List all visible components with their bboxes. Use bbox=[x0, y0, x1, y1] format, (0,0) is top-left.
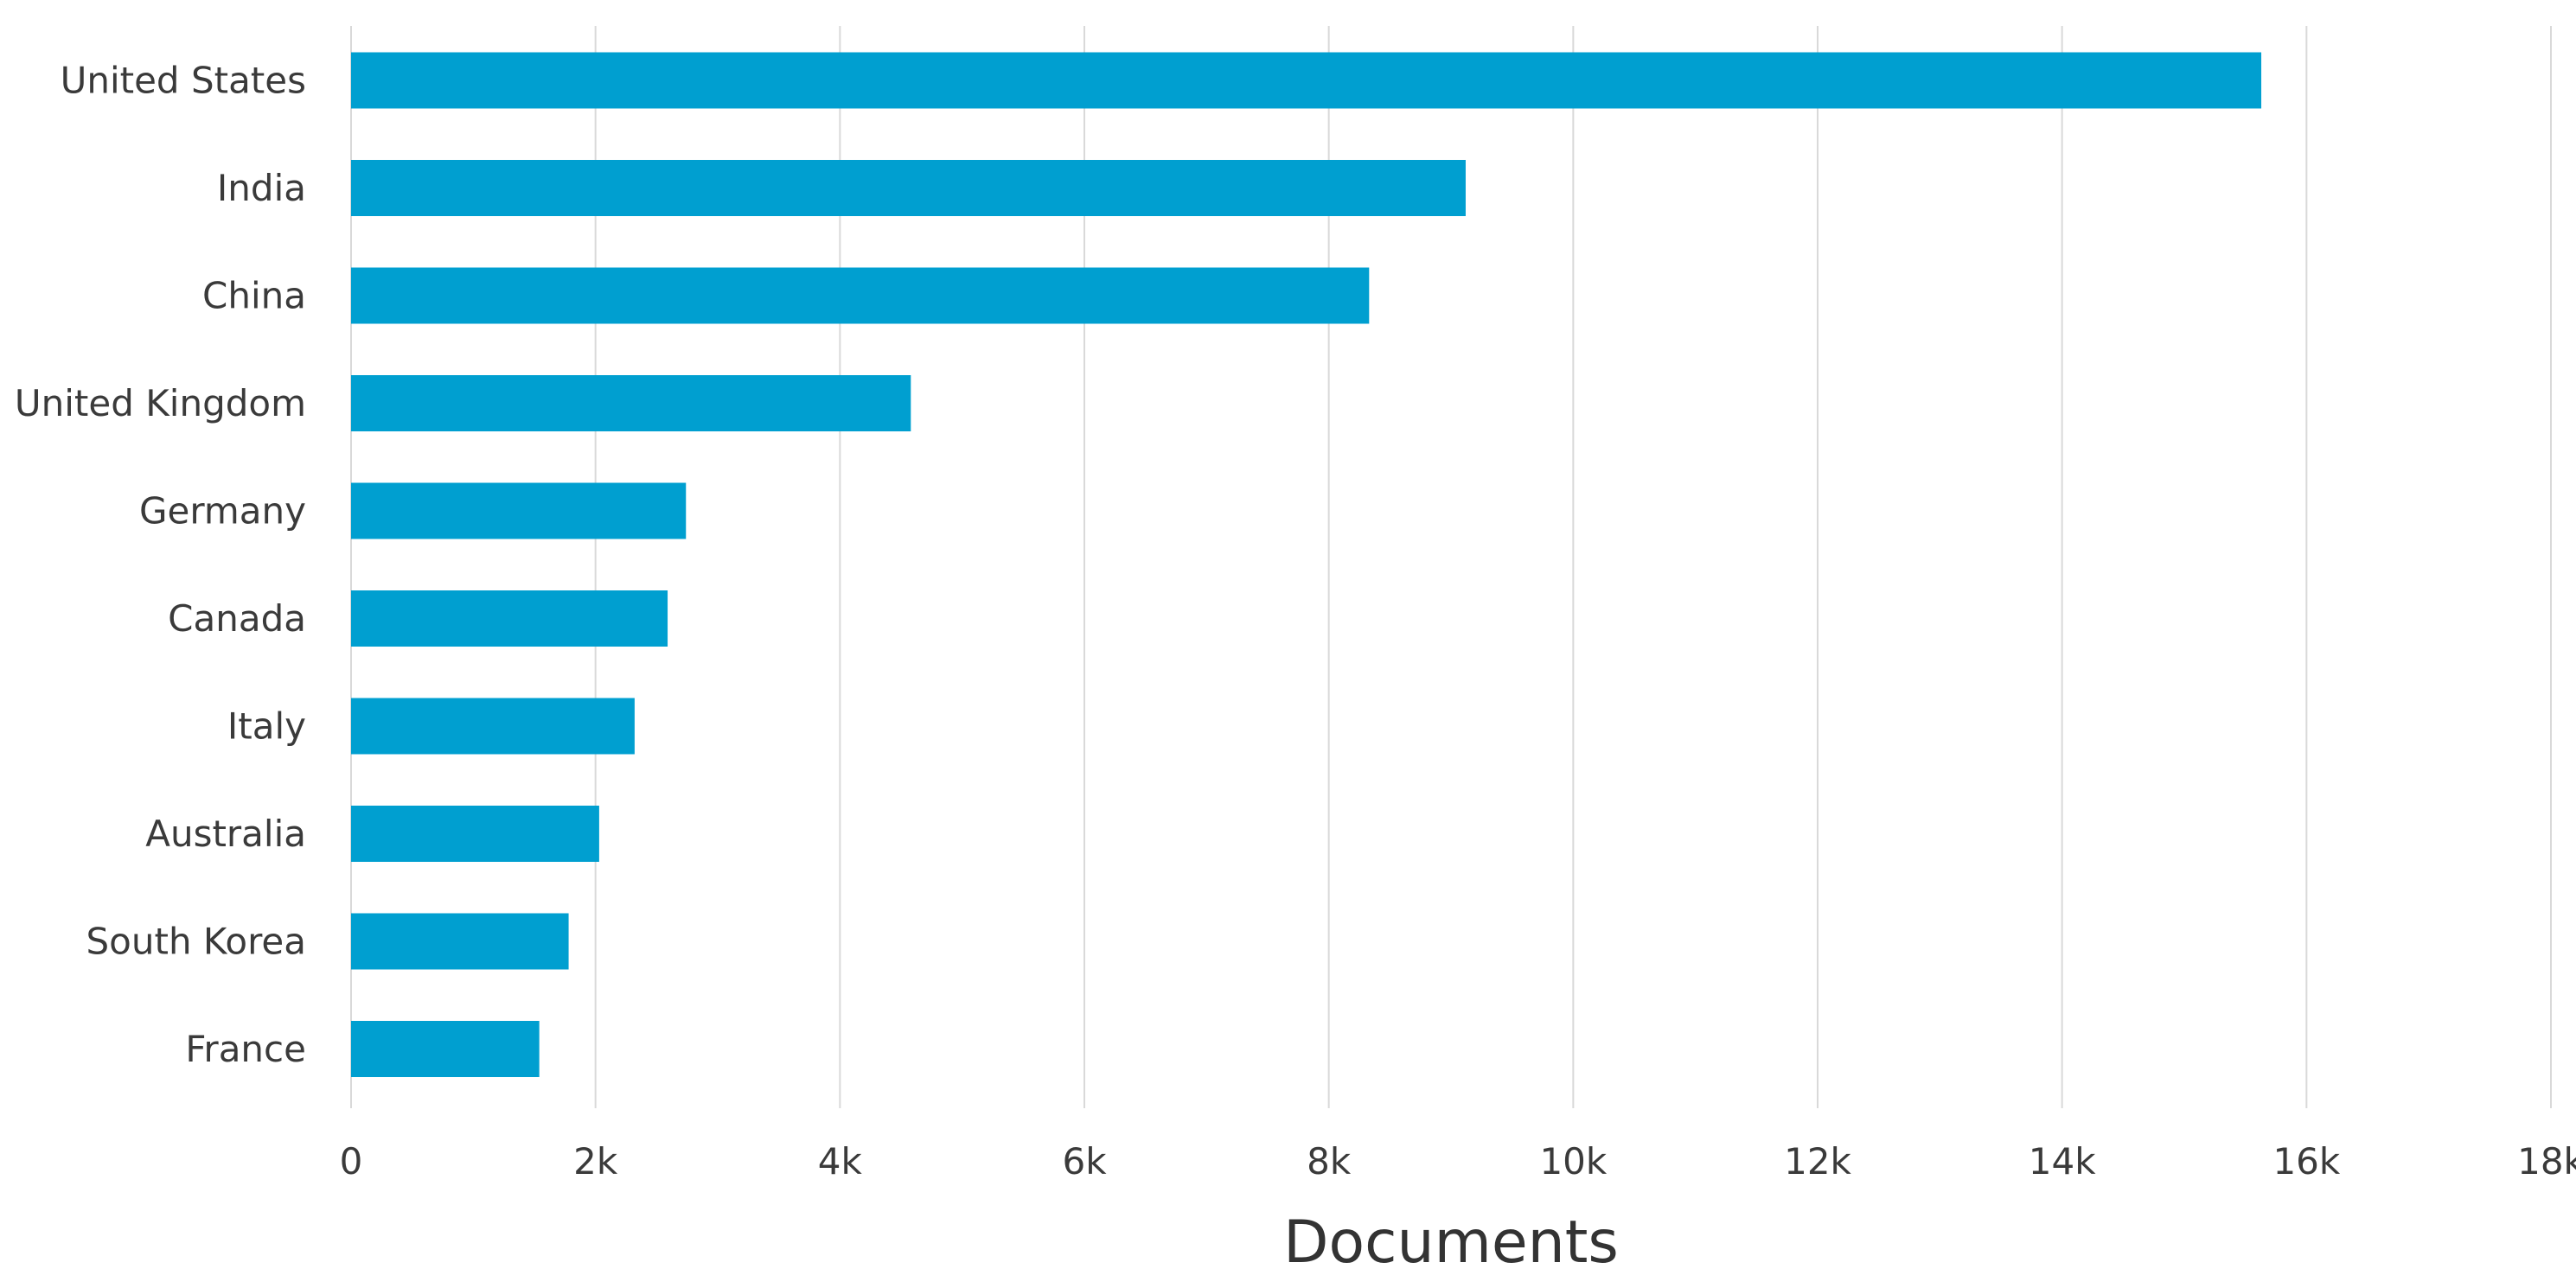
bar-australia bbox=[351, 806, 599, 862]
category-label: Australia bbox=[145, 813, 306, 855]
x-tick-label: 4k bbox=[818, 1140, 863, 1183]
x-tick-label: 6k bbox=[1062, 1140, 1107, 1183]
category-label: South Korea bbox=[86, 921, 306, 963]
category-labels: United States India China United Kingdom Ger… bbox=[15, 60, 306, 1071]
bar-france bbox=[351, 1021, 540, 1077]
category-label: Italy bbox=[227, 705, 306, 748]
x-tick-label: 8k bbox=[1307, 1140, 1352, 1183]
bar-italy bbox=[351, 698, 635, 755]
category-label: India bbox=[217, 167, 306, 209]
category-label: United Kingdom bbox=[15, 382, 306, 424]
bar-china bbox=[351, 267, 1370, 324]
category-label: France bbox=[185, 1028, 306, 1070]
x-tick-label: 2k bbox=[573, 1140, 618, 1183]
category-label: United States bbox=[61, 60, 306, 102]
x-tick-label: 14k bbox=[2029, 1140, 2096, 1183]
x-tick-label: 16k bbox=[2272, 1140, 2340, 1183]
bar-india bbox=[351, 160, 1466, 216]
x-tick-labels: 0 2k 4k 6k 8k 10k 12k 14k 16k 18k bbox=[340, 1140, 2576, 1183]
x-tick-label: 0 bbox=[340, 1140, 363, 1183]
bars bbox=[351, 52, 2262, 1077]
x-tick-label: 12k bbox=[1784, 1140, 1851, 1183]
bar-united-states bbox=[351, 52, 2262, 109]
x-tick-label: 10k bbox=[1539, 1140, 1607, 1183]
bar-germany bbox=[351, 482, 687, 539]
x-tick-label: 18k bbox=[2517, 1140, 2576, 1183]
x-axis-title: Documents bbox=[1283, 1208, 1619, 1277]
bar-united-kingdom bbox=[351, 375, 911, 431]
bar-south-korea bbox=[351, 913, 569, 970]
bar-canada bbox=[351, 590, 668, 647]
category-label: Canada bbox=[168, 597, 306, 640]
category-label: China bbox=[202, 275, 306, 317]
category-label: Germany bbox=[139, 490, 306, 532]
